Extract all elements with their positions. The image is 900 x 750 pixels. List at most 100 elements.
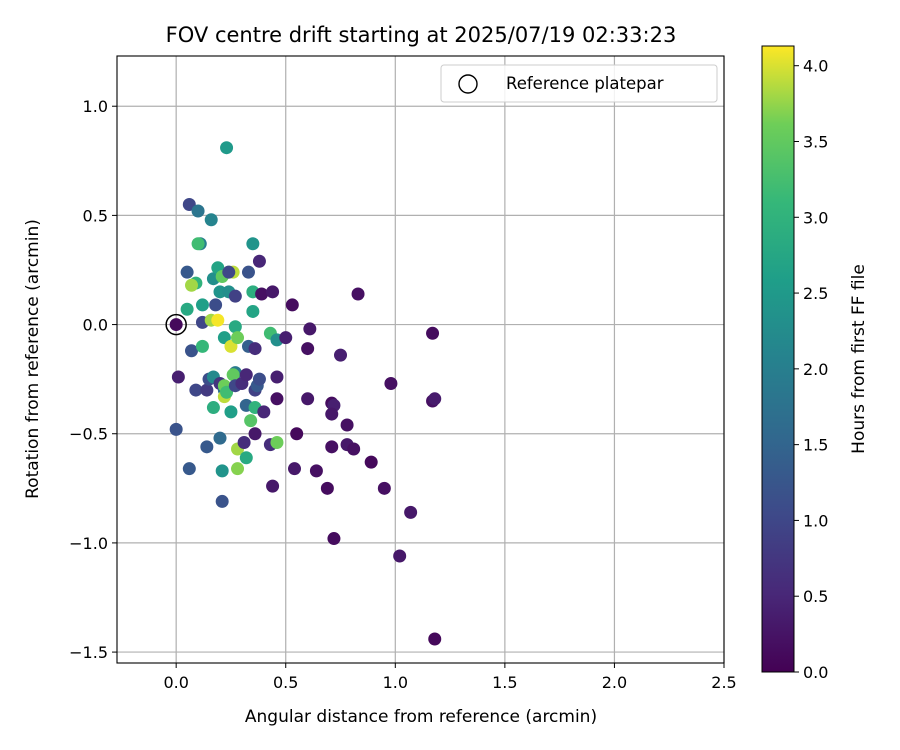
colorbar-tick-label: 3.0 [803,208,828,227]
data-point [169,318,183,332]
data-point [255,287,269,301]
y-tick-label: −0.5 [69,425,108,444]
data-point [185,344,199,358]
plot-frame [116,55,725,664]
data-point [226,368,240,382]
data-point [185,278,199,292]
data-point [303,322,317,336]
x-tick-label: 1.5 [492,673,517,692]
data-point [257,405,271,419]
colorbar-tick-label: 1.5 [803,436,828,455]
data-point [340,418,354,432]
legend-marker-icon [458,74,478,94]
data-point [404,505,418,519]
data-point [270,370,284,384]
colorbar-tick-label: 3.5 [803,132,828,151]
y-tick-label: 0.0 [83,316,108,335]
data-point [195,298,209,312]
data-point [248,342,262,356]
colorbar-ticks: 0.0 0.5 1.0 1.5 2.0 2.5 3.0 3.5 4.0 [794,57,828,682]
data-point [239,451,253,465]
data-points [169,141,442,646]
data-point [327,532,341,546]
colorbar-gradient [761,45,795,673]
data-point [211,313,225,327]
data-point [224,405,238,419]
data-point [301,392,315,406]
data-point [320,481,334,495]
colorbar: 0.0 0.5 1.0 1.5 2.0 2.5 3.0 3.5 4.0 Hours from f… [761,45,869,682]
data-point [200,383,214,397]
data-point [377,481,391,495]
y-tick-label: −1.0 [69,534,108,553]
colorbar-tick-label: 0.5 [803,587,828,606]
data-point [182,462,196,476]
y-tick-label: 1.0 [83,97,108,116]
data-point [237,435,251,449]
data-point [325,440,339,454]
data-point [180,265,194,279]
y-tick-label: −1.5 [69,643,108,662]
colorbar-tick-label: 4.0 [803,57,828,76]
data-point [384,377,398,391]
colorbar-tick-label: 2.0 [803,360,828,379]
data-point [200,440,214,454]
data-point [244,414,258,428]
data-point [231,462,245,476]
x-tick-label: 0.5 [273,673,298,692]
data-point [347,442,361,456]
data-point [215,494,229,508]
data-point [301,342,315,356]
x-tick-label: 1.0 [383,673,408,692]
colorbar-tick-label: 2.5 [803,284,828,303]
data-point [180,302,194,316]
data-point [248,427,262,441]
x-tick-label: 0.0 [163,673,188,692]
data-point [246,304,260,318]
data-point [270,392,284,406]
data-point [334,348,348,362]
y-tick-label: 0.5 [83,206,108,225]
data-point [290,427,304,441]
data-point [220,141,234,155]
data-point [285,298,299,312]
data-point [241,265,255,279]
data-point [209,298,223,312]
colorbar-tick-label: 0.0 [803,663,828,682]
data-point [279,331,293,345]
data-point [191,204,205,218]
data-point [287,462,301,476]
x-tick-label: 2.5 [711,673,736,692]
reference-platepar-marker [165,313,187,336]
data-point [228,320,242,334]
data-point [195,339,209,353]
data-point [171,370,185,384]
data-point [231,331,245,345]
data-point [204,213,218,227]
data-point [266,285,280,299]
data-point [246,237,260,251]
data-point [213,431,227,445]
colorbar-tick-label: 1.0 [803,511,828,530]
data-point [426,326,440,340]
legend-box [440,64,718,103]
grid-lines [117,56,725,663]
data-point [351,287,365,301]
data-point [222,265,236,279]
legend-entry-reference: Reference platepar [506,74,664,93]
data-point [364,455,378,469]
data-point [309,464,323,478]
x-axis-label: Angular distance from reference (arcmin) [245,707,597,727]
reference-point-circle [165,313,187,336]
data-point [252,254,266,268]
data-point [206,401,220,415]
data-point [215,464,229,478]
y-axis-label: Rotation from reference (arcmin) [23,219,43,499]
legend: Reference platepar [440,64,718,103]
x-tick-label: 2.0 [602,673,627,692]
data-point [228,289,242,303]
chart-title: FOV centre drift starting at 2025/07/19 … [166,23,677,47]
data-point [428,632,442,646]
data-point [266,479,280,493]
